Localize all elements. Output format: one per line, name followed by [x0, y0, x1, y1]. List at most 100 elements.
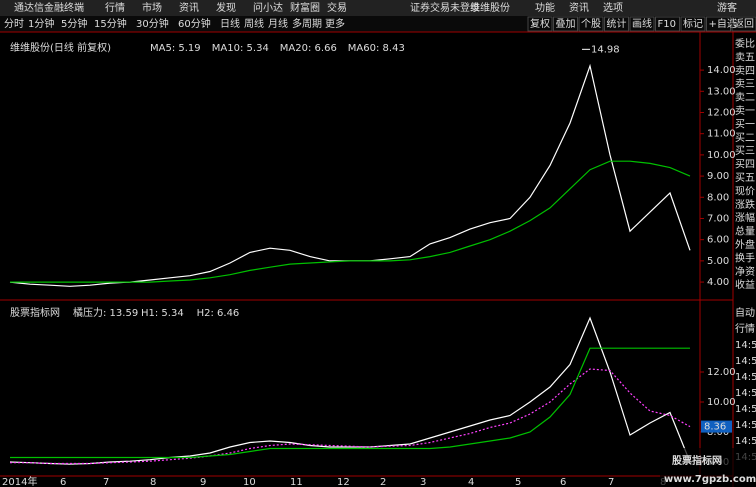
menu-item[interactable]: 资讯	[179, 2, 199, 14]
tool-box	[680, 16, 706, 32]
period-button[interactable]: 1分钟	[28, 17, 54, 30]
quote-field: 买四	[735, 159, 755, 171]
y-tick-label: 10.00	[707, 397, 736, 408]
x-tick-label: 11	[290, 477, 303, 487]
tool-button[interactable]: F10	[658, 19, 676, 30]
series-line	[9, 316, 691, 465]
quote-field: 涨跌	[735, 198, 755, 211]
x-tick-label: 10	[243, 477, 256, 487]
indicator-label: MA10: 5.34	[212, 43, 269, 54]
tool-box	[706, 16, 731, 32]
tool-box	[731, 16, 756, 32]
tool-box	[629, 16, 655, 32]
y-tick-label: 12.00	[707, 107, 736, 118]
menu-right[interactable]: 游客	[717, 1, 737, 14]
menu-item[interactable]: 市场	[142, 1, 162, 14]
period-button[interactable]: 15分钟	[94, 17, 127, 30]
tick-time: 14:55	[735, 372, 756, 383]
menu-item[interactable]: 问小达	[253, 1, 283, 14]
high-label: 14.98	[591, 44, 620, 55]
x-tick-label: 3	[420, 477, 426, 487]
indicator-label: MA60: 8.43	[348, 43, 405, 54]
y-tick-label: 8.00	[707, 192, 729, 203]
menu-item[interactable]: 发现	[216, 1, 236, 14]
menu-right[interactable]: 资讯	[569, 2, 589, 14]
menu-right[interactable]: 功能	[535, 1, 555, 14]
period-button[interactable]: 分时	[4, 18, 24, 30]
series-line	[10, 160, 691, 283]
x-tick-label: 8	[150, 477, 156, 487]
period-button[interactable]: 更多	[325, 17, 345, 30]
x-tick-label: 12	[337, 477, 350, 487]
series-line	[10, 347, 690, 459]
quote-field: 收益	[735, 278, 755, 291]
quote-field: 卖二	[735, 92, 755, 104]
indicator-label: MA20: 6.66	[280, 43, 337, 54]
panel-title: 股票指标网	[10, 306, 60, 319]
menu-item[interactable]: 交易	[327, 1, 347, 14]
quote-field: 卖四	[735, 65, 755, 77]
y-tick-label: 6.00	[707, 235, 729, 246]
y-tick-label: 11.00	[707, 129, 736, 140]
y-tick-label: 4.00	[707, 277, 729, 288]
tool-button[interactable]: 画线	[632, 17, 652, 30]
tool-button[interactable]: 个股	[581, 18, 601, 30]
tool-box	[655, 16, 680, 32]
indicator-label: 橘压力: 13.59	[73, 306, 138, 319]
quote-field: 外盘	[735, 238, 755, 251]
tick-time: 自动	[735, 306, 755, 319]
quote-field: 买二	[735, 132, 755, 144]
period-button[interactable]: 60分钟	[178, 17, 211, 30]
tool-button[interactable]: +自选	[709, 17, 737, 30]
menu-right[interactable]: 选项	[603, 1, 623, 14]
toolbar	[0, 16, 756, 32]
menu-item[interactable]: 财富圈	[290, 1, 320, 14]
quote-field: 买五	[735, 172, 755, 184]
period-button[interactable]: 5分钟	[61, 17, 87, 30]
watermark-box	[660, 448, 756, 487]
tool-button[interactable]: 统计	[607, 17, 627, 30]
x-tick-label: 2	[380, 477, 386, 487]
x-tick-label: 6	[60, 477, 66, 487]
period-button[interactable]: 多周期	[292, 17, 322, 30]
quote-field: 买三	[735, 145, 755, 157]
quote-field: 净资	[735, 265, 755, 278]
menu-bar	[0, 0, 756, 16]
x-tick-label: 5	[515, 477, 521, 487]
tick-time: 14:55	[735, 420, 756, 431]
tool-button[interactable]: 返回	[734, 18, 754, 30]
tick-time: 14:55	[735, 340, 756, 351]
y-tick-label: 5.00	[707, 256, 729, 267]
y-tick-label: 9.00	[707, 171, 729, 182]
tick-time: 14:55	[735, 404, 756, 415]
y-tick-label: 13.00	[707, 86, 736, 97]
y-tick-label: 10.00	[707, 150, 736, 161]
period-button[interactable]: 周线	[244, 17, 264, 30]
watermark-url: www.7gpzb.com	[664, 474, 756, 485]
x-tick-label: 4	[468, 477, 474, 487]
period-button[interactable]: 日线	[220, 17, 240, 30]
current-value-label: 8.36	[704, 422, 726, 433]
current-value-box	[701, 420, 732, 433]
period-button[interactable]: 月线	[268, 17, 288, 30]
x-tick-label: 7	[103, 477, 109, 487]
quote-field: 涨幅	[735, 211, 755, 224]
indicator-label: H2: 6.46	[197, 308, 240, 319]
app-name: 通达信金融终端	[14, 1, 84, 14]
tool-button[interactable]: 标记	[683, 18, 703, 30]
period-button[interactable]: 30分钟	[136, 17, 169, 30]
tool-button[interactable]: 叠加	[556, 18, 576, 30]
tool-button[interactable]: 复权	[530, 17, 550, 30]
login-status[interactable]: 证券交易未登录	[410, 1, 480, 14]
tool-box	[604, 16, 629, 32]
watermark-title: 股票指标网	[672, 454, 722, 467]
menu-item[interactable]: 行情	[105, 1, 125, 14]
tool-box	[553, 16, 578, 32]
quote-field: 买一	[735, 118, 755, 130]
x-tick-label: 2014年	[2, 475, 37, 487]
quote-field: 卖三	[735, 78, 755, 90]
quote-field: 委比	[735, 37, 755, 50]
tick-time: 14:55	[735, 436, 756, 447]
x-tick-label: 9	[200, 477, 206, 487]
